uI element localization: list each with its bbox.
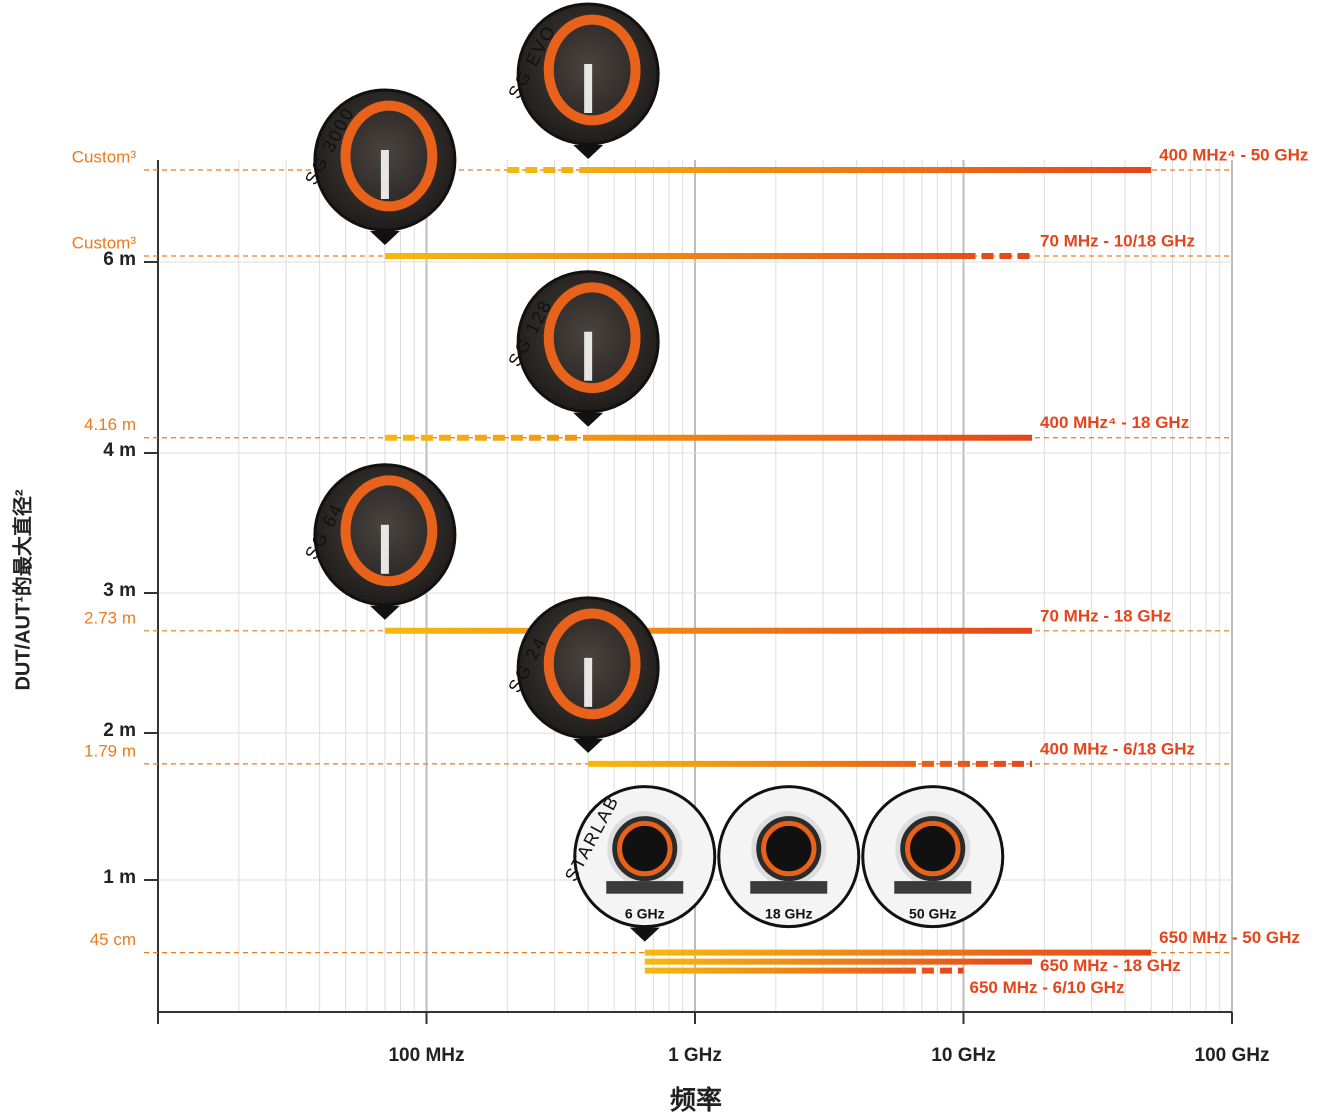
position-marker <box>629 927 660 942</box>
y-tick-label: 6 m <box>103 249 136 270</box>
product-image <box>573 785 717 929</box>
image-ring <box>761 820 817 877</box>
y-axis-title: DUT/AUT¹的最大直径² <box>10 489 34 690</box>
x-tick-label: 100 GHz <box>1195 1045 1270 1066</box>
variant-label: 50 GHz <box>909 905 956 921</box>
variant-label: 18 GHz <box>765 905 812 921</box>
range-label: 650 MHz - 6/10 GHz <box>970 978 1125 997</box>
y-tick-label: 4 m <box>103 440 136 461</box>
row-label: 2.73 m <box>84 608 136 627</box>
range-label: 400 MHz - 6/18 GHz <box>1040 739 1195 758</box>
image-probe <box>584 657 593 707</box>
variant-label: 6 GHz <box>625 905 665 921</box>
image-ring <box>543 282 641 394</box>
image-probe <box>584 331 593 381</box>
product-image <box>516 270 660 414</box>
image-base <box>750 881 828 894</box>
image-ring <box>905 820 961 877</box>
range-label: 400 MHz⁴ - 50 GHz <box>1159 145 1308 164</box>
image-ring <box>543 14 641 126</box>
image-base <box>894 881 972 894</box>
product-image <box>516 2 660 146</box>
x-axis-title: 频率 <box>670 1085 722 1115</box>
row-label: 1.79 m <box>84 741 136 760</box>
position-marker <box>573 412 604 427</box>
image-ring <box>543 608 641 720</box>
product-image <box>516 596 660 740</box>
range-label: 650 MHz - 50 GHz <box>1159 928 1300 947</box>
x-tick-label: 100 MHz <box>388 1045 464 1066</box>
product-image <box>313 463 457 607</box>
image-probe <box>584 64 593 113</box>
position-marker <box>573 738 604 753</box>
image-ring <box>617 820 673 877</box>
image-probe <box>380 524 389 574</box>
product-image <box>861 785 1005 929</box>
product-image <box>313 88 457 232</box>
range-label: 400 MHz⁴ - 18 GHz <box>1040 413 1189 432</box>
x-tick-label: 10 GHz <box>931 1045 995 1066</box>
position-marker <box>369 231 400 245</box>
row-label: Custom³ <box>72 233 137 252</box>
position-marker <box>369 605 400 620</box>
range-label: 70 MHz - 18 GHz <box>1040 606 1171 625</box>
row-label: 45 cm <box>90 930 136 949</box>
y-tick-label: 3 m <box>103 580 136 601</box>
product-image <box>717 785 861 929</box>
row-label: 4.16 m <box>84 415 136 434</box>
image-ring <box>340 475 438 587</box>
image-ring <box>340 100 438 212</box>
image-base <box>606 881 684 894</box>
x-tick-label: 1 GHz <box>668 1045 722 1066</box>
y-tick-label: 2 m <box>103 720 136 741</box>
range-label: 650 MHz - 18 GHz <box>1040 956 1181 975</box>
image-probe <box>380 150 389 199</box>
y-tick-label: 1 m <box>103 867 136 888</box>
range-label: 70 MHz - 10/18 GHz <box>1040 231 1195 250</box>
position-marker <box>573 145 604 159</box>
row-label: Custom³ <box>72 147 137 166</box>
